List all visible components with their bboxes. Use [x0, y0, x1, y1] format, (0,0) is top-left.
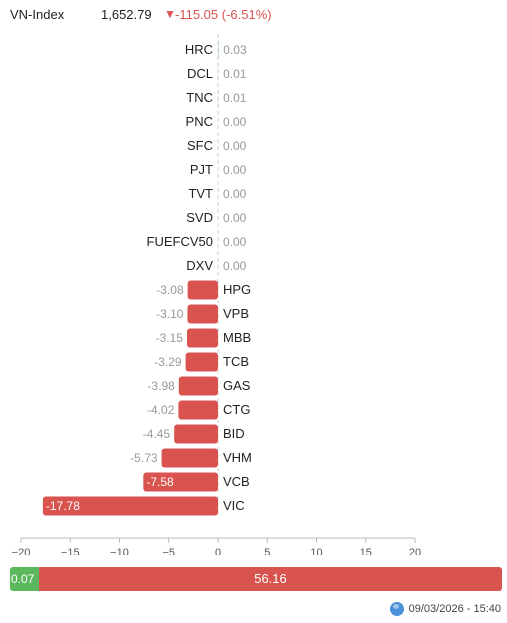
category-label: VIC	[223, 498, 245, 513]
category-label: TNC	[186, 90, 213, 105]
category-label: CTG	[223, 402, 250, 417]
bar	[178, 376, 218, 396]
category-label: HPG	[223, 282, 251, 297]
category-label: PJT	[190, 162, 213, 177]
bar	[187, 280, 218, 300]
breadth-up-segment: 0.07	[10, 567, 39, 591]
market-breadth-bar: 0.07 56.16	[10, 567, 502, 591]
bar-value-label: -17.78	[46, 499, 80, 513]
category-label: TCB	[223, 354, 249, 369]
index-value: 1,652.79	[101, 7, 152, 22]
category-label: TVT	[188, 186, 213, 201]
category-label: SFC	[187, 138, 213, 153]
category-label: GAS	[223, 378, 251, 393]
category-label: BID	[223, 426, 245, 441]
bar-value-label: -3.08	[156, 283, 184, 297]
bar	[42, 496, 218, 516]
bar	[178, 400, 218, 420]
bar-value-label: -3.29	[154, 355, 182, 369]
bar	[174, 424, 218, 444]
bar	[161, 448, 218, 468]
bar-value-label: 0.00	[223, 115, 247, 129]
breadth-down-segment: 56.16	[39, 567, 502, 591]
bar-value-label: 0.00	[223, 139, 247, 153]
globe-icon	[389, 602, 404, 616]
impact-bar-chart: HRC 0.03 DCL 0.01 TNC 0.01 PNC 0.00 SFC 0.00 PJT 0.…	[12, 34, 421, 555]
index-name: VN-Index	[10, 7, 65, 22]
x-tick-label: 15	[360, 547, 372, 555]
bar-value-label: -3.10	[156, 307, 184, 321]
x-tick-label: 10	[310, 547, 322, 555]
footer: 09/03/2026 - 15:40	[389, 602, 501, 616]
category-label: HRC	[185, 42, 213, 57]
x-tick-label: 5	[264, 547, 270, 555]
bar-value-label: 0.00	[223, 163, 247, 177]
x-tick-label: 0	[215, 547, 221, 555]
category-label: VHM	[223, 450, 252, 465]
bar	[187, 304, 218, 324]
category-label: SVD	[186, 210, 213, 225]
category-label: DXV	[186, 258, 213, 273]
index-change: -115.05 (-6.51%)	[175, 7, 272, 22]
timestamp: 09/03/2026 - 15:40	[408, 603, 501, 615]
x-tick-label: −15	[61, 547, 80, 555]
bar-value-label: -3.15	[156, 331, 184, 345]
category-label: VCB	[223, 474, 250, 489]
bar-value-label: 0.01	[223, 91, 247, 105]
category-label: VPB	[223, 306, 249, 321]
bar-value-label: -3.98	[147, 379, 175, 393]
bar-value-label: 0.01	[223, 67, 247, 81]
category-label: PNC	[186, 114, 213, 129]
bar	[185, 352, 218, 372]
bar-value-label: -5.73	[130, 451, 158, 465]
bar-value-label: 0.00	[223, 211, 247, 225]
bar	[143, 472, 218, 492]
bar	[186, 328, 218, 348]
bar-value-label: -4.02	[147, 403, 175, 417]
down-arrow-icon: ▼	[164, 7, 176, 21]
bar-value-label: 0.00	[223, 235, 247, 249]
bar-value-label: 0.03	[223, 43, 247, 57]
x-tick-label: −5	[162, 547, 175, 555]
x-tick-label: 20	[409, 547, 421, 555]
bar-value-label: 0.00	[223, 187, 247, 201]
category-label: DCL	[187, 66, 213, 81]
category-label: MBB	[223, 330, 251, 345]
bar-value-label: -4.45	[143, 427, 171, 441]
x-tick-label: −10	[110, 547, 129, 555]
bar-value-label: 0.00	[223, 259, 247, 273]
category-label: FUEFCV50	[147, 234, 213, 249]
bar-value-label: -7.58	[146, 475, 174, 489]
x-tick-label: −20	[12, 547, 31, 555]
